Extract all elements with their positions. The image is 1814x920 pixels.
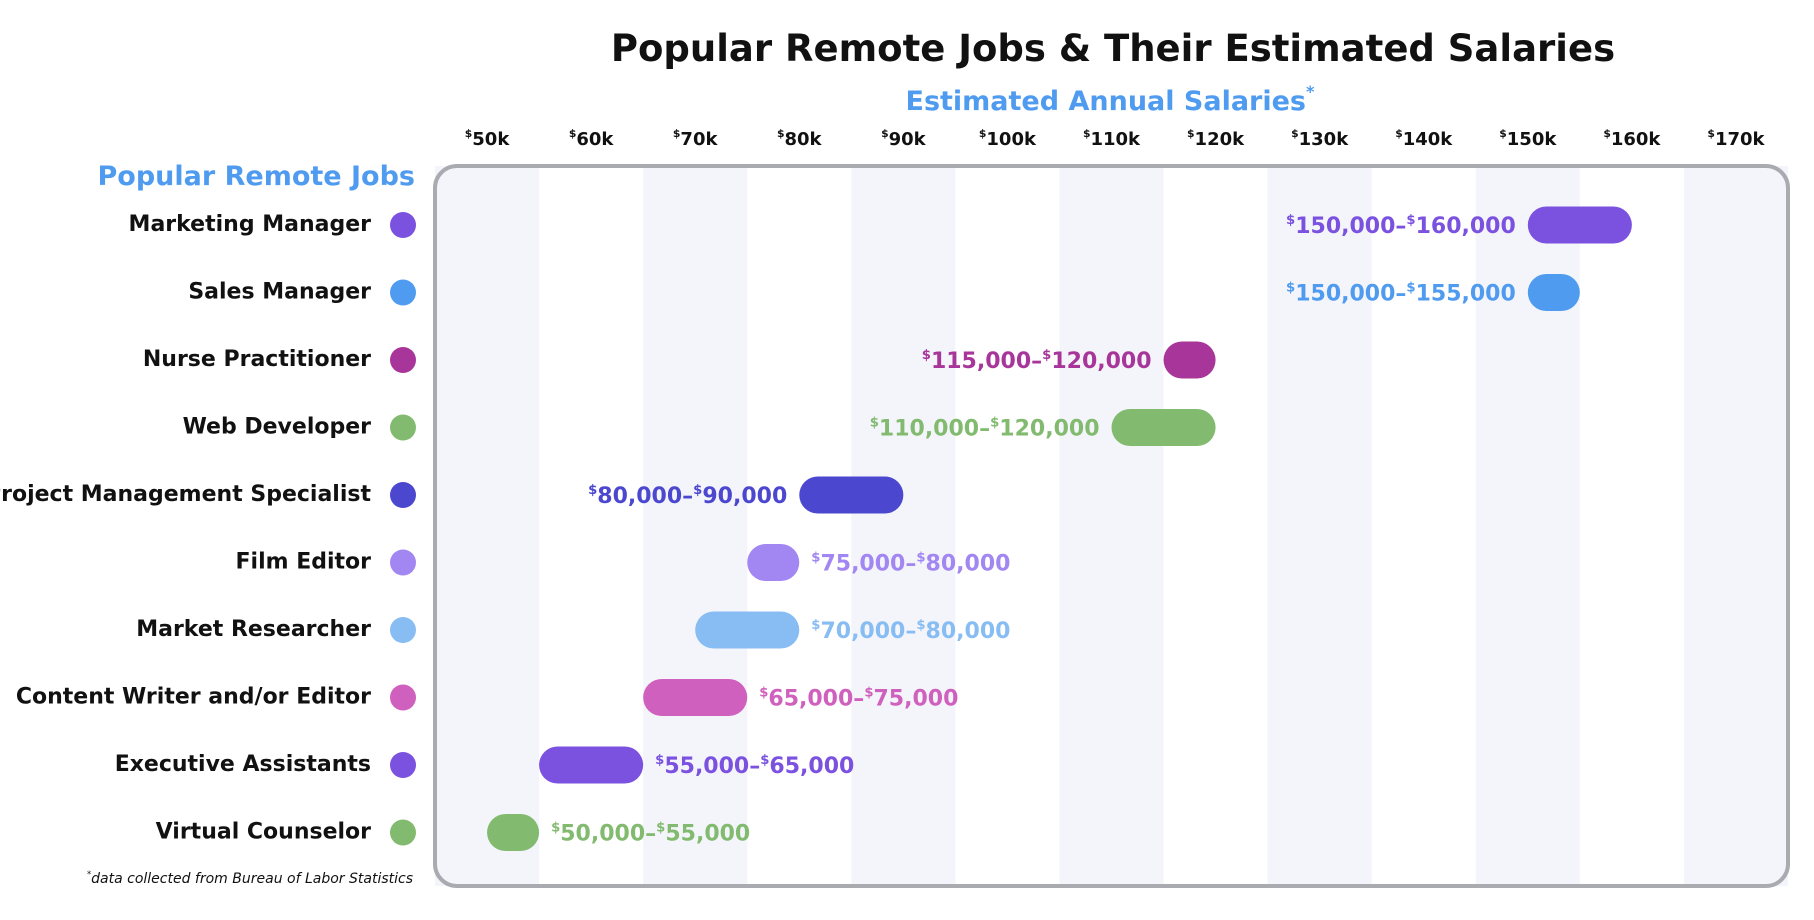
job-dot bbox=[390, 617, 416, 643]
value-label: $150,000–$155,000 bbox=[1286, 280, 1516, 307]
x-tick-label: $60k bbox=[569, 127, 615, 151]
y-tick-label: Project Management Specialist bbox=[0, 482, 371, 507]
job-dot bbox=[390, 414, 416, 441]
x-tick-label: $160k bbox=[1603, 127, 1661, 151]
grid-band bbox=[1059, 166, 1164, 886]
job-dot bbox=[390, 279, 416, 306]
job-dot bbox=[390, 752, 416, 778]
value-label: $110,000–$120,000 bbox=[870, 415, 1100, 442]
value-label: $115,000–$120,000 bbox=[922, 348, 1152, 375]
value-label: $55,000–$65,000 bbox=[655, 753, 854, 780]
range-bar bbox=[695, 611, 800, 649]
y-tick-label: Content Writer and/or Editor bbox=[16, 685, 371, 710]
value-label: $65,000–$75,000 bbox=[759, 685, 958, 712]
y-tick-label: Market Researcher bbox=[136, 617, 371, 642]
x-tick-label: $80k bbox=[777, 127, 823, 151]
grid-band bbox=[1475, 166, 1580, 886]
job-dot bbox=[390, 482, 416, 508]
range-bar bbox=[1527, 274, 1580, 311]
value-label: $75,000–$80,000 bbox=[811, 550, 1010, 577]
range-bar bbox=[487, 814, 540, 851]
x-tick-label: $70k bbox=[673, 127, 719, 151]
x-tick-label: $90k bbox=[881, 127, 927, 151]
job-dot bbox=[390, 549, 416, 576]
grid-band bbox=[851, 166, 956, 886]
y-tick-label: Marketing Manager bbox=[129, 212, 372, 237]
range-bar bbox=[1527, 206, 1632, 244]
grid-band bbox=[435, 166, 540, 886]
x-tick-label: $150k bbox=[1499, 127, 1557, 151]
x-axis-title: Estimated Annual Salaries* bbox=[906, 82, 1316, 117]
footnote: *data collected from Bureau of Labor Sta… bbox=[87, 869, 413, 888]
chart-title: Popular Remote Jobs & Their Estimated Sa… bbox=[611, 27, 1615, 70]
grid-band bbox=[643, 166, 748, 886]
y-tick-label: Film Editor bbox=[236, 550, 372, 575]
value-label: $80,000–$90,000 bbox=[588, 483, 787, 510]
job-dot bbox=[390, 684, 416, 711]
grid-band bbox=[1683, 166, 1788, 886]
x-tick-label: $140k bbox=[1395, 127, 1453, 151]
value-label: $150,000–$160,000 bbox=[1286, 213, 1516, 240]
value-label: $70,000–$80,000 bbox=[811, 618, 1010, 645]
x-tick-label: $110k bbox=[1083, 127, 1141, 151]
x-tick-label: $120k bbox=[1187, 127, 1245, 151]
x-tick-label: $130k bbox=[1291, 127, 1349, 151]
range-bar bbox=[1163, 341, 1216, 379]
range-bar bbox=[1111, 409, 1216, 446]
y-tick-label: Executive Assistants bbox=[115, 752, 371, 777]
x-tick-label: $170k bbox=[1707, 127, 1765, 151]
x-tick-label: $100k bbox=[979, 127, 1037, 151]
y-axis-title: Popular Remote Jobs bbox=[98, 161, 415, 192]
range-bar bbox=[799, 476, 904, 514]
plot-frame bbox=[433, 164, 1790, 888]
y-tick-label: Nurse Practitioner bbox=[143, 347, 371, 372]
bands bbox=[435, 166, 1788, 886]
range-bar bbox=[539, 746, 644, 784]
range-bar bbox=[643, 679, 748, 716]
y-tick-label: Sales Manager bbox=[188, 280, 371, 305]
value-label: $50,000–$55,000 bbox=[551, 820, 750, 847]
y-tick-label: Web Developer bbox=[183, 415, 372, 440]
y-tick-label: Virtual Counselor bbox=[156, 820, 372, 845]
job-dot bbox=[390, 819, 416, 846]
grid-band bbox=[1267, 166, 1372, 886]
range-bar bbox=[747, 544, 800, 581]
job-dot bbox=[390, 347, 416, 373]
job-dot bbox=[390, 212, 416, 238]
x-tick-label: $50k bbox=[465, 127, 511, 151]
